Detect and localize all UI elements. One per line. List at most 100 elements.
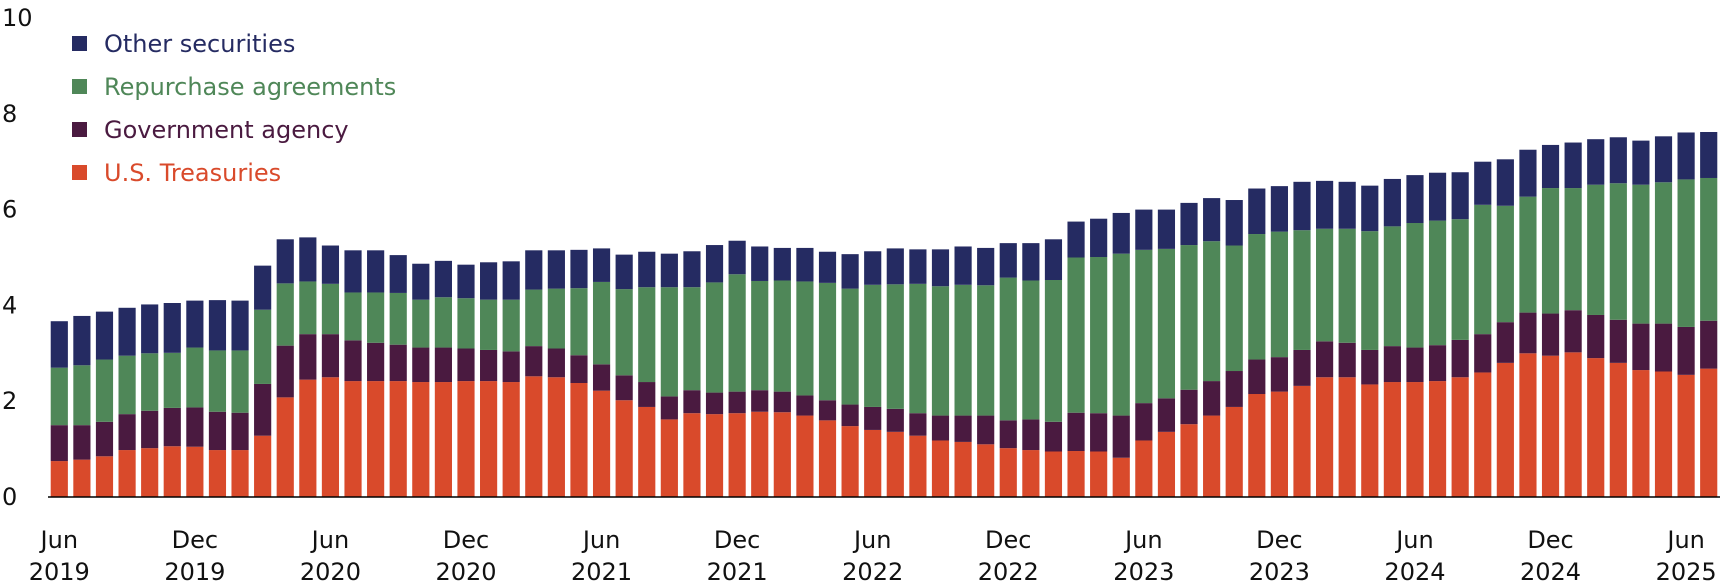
- bar-segment-u-s-treasuries: [1406, 382, 1424, 497]
- bar-segment-other-securities: [1654, 136, 1673, 183]
- bar-segment-other-securities: [231, 300, 249, 351]
- bar-segment-repurchase-agreements: [457, 298, 475, 349]
- bar-segment-government-agency: [389, 344, 407, 382]
- bar-segment-government-agency: [254, 383, 272, 436]
- bar-segment-other-securities: [1293, 181, 1311, 231]
- bar-segment-other-securities: [208, 300, 227, 351]
- x-tick-year: 2021: [707, 558, 768, 584]
- bar-segment-u-s-treasuries: [1338, 377, 1356, 497]
- bar-segment-repurchase-agreements: [50, 367, 68, 426]
- legend-swatch-other-securities: [72, 36, 87, 51]
- bar-segment-other-securities: [1406, 175, 1424, 224]
- bar-segment-other-securities: [1609, 137, 1627, 184]
- bar-segment-repurchase-agreements: [389, 292, 407, 345]
- bar-segment-repurchase-agreements: [321, 283, 340, 335]
- bar-segment-u-s-treasuries: [457, 381, 475, 497]
- bar-segment-repurchase-agreements: [502, 299, 520, 352]
- bar-segment-other-securities: [660, 253, 678, 288]
- bar-segment-repurchase-agreements: [1654, 182, 1673, 324]
- bar-segment-u-s-treasuries: [1496, 362, 1514, 497]
- bar-segment-u-s-treasuries: [1632, 370, 1650, 497]
- bar-segment-other-securities: [1157, 209, 1176, 249]
- legend-label-repurchase-agreements: Repurchase agreements: [104, 73, 396, 101]
- bar-segment-u-s-treasuries: [276, 397, 294, 497]
- x-tick-month: Jun: [1394, 526, 1434, 554]
- bar-segment-repurchase-agreements: [1090, 257, 1108, 414]
- bar-segment-government-agency: [773, 391, 791, 413]
- bar-segment-u-s-treasuries: [231, 450, 249, 497]
- bar-segment-u-s-treasuries: [367, 381, 385, 497]
- bar-segment-other-securities: [1316, 180, 1334, 229]
- bar-segment-other-securities: [1225, 200, 1243, 246]
- bar-segment-repurchase-agreements: [1180, 245, 1198, 390]
- bar-segment-government-agency: [931, 415, 950, 441]
- bar-segment-u-s-treasuries: [1022, 450, 1040, 497]
- bar-segment-repurchase-agreements: [186, 347, 204, 408]
- bar-segment-other-securities: [480, 262, 498, 300]
- bar-segment-government-agency: [1587, 314, 1605, 359]
- bar-segment-u-s-treasuries: [344, 381, 362, 497]
- bar-segment-repurchase-agreements: [796, 281, 814, 396]
- bar-segment-u-s-treasuries: [412, 382, 430, 497]
- x-tick-year: 2024: [1384, 558, 1445, 584]
- bar-segment-other-securities: [367, 250, 385, 293]
- bar-segment-u-s-treasuries: [1519, 353, 1537, 497]
- y-tick-label: 4: [2, 291, 17, 319]
- bar-segment-u-s-treasuries: [954, 441, 972, 497]
- bar-segment-other-securities: [457, 264, 475, 299]
- bar-segment-government-agency: [1632, 323, 1650, 371]
- bar-segment-other-securities: [73, 315, 91, 366]
- bar-segment-u-s-treasuries: [254, 435, 272, 497]
- bar-segment-u-s-treasuries: [1700, 368, 1718, 497]
- bar-segment-government-agency: [1361, 349, 1379, 385]
- bar-segment-u-s-treasuries: [909, 435, 927, 497]
- bar-segment-u-s-treasuries: [796, 415, 814, 497]
- bar-segment-other-securities: [299, 237, 317, 282]
- bar-segment-u-s-treasuries: [773, 412, 791, 497]
- bar-segment-government-agency: [299, 334, 317, 380]
- y-tick-label: 8: [2, 100, 17, 128]
- bar-segment-government-agency: [434, 347, 452, 383]
- bar-segment-other-securities: [977, 247, 995, 286]
- bar-segment-u-s-treasuries: [751, 411, 769, 497]
- bar-segment-repurchase-agreements: [931, 286, 950, 416]
- bar-segment-other-securities: [886, 248, 904, 285]
- bar-segment-u-s-treasuries: [1225, 406, 1243, 497]
- bar-segment-other-securities: [1090, 218, 1108, 258]
- bar-segment-government-agency: [276, 345, 294, 398]
- bar-segment-government-agency: [1157, 398, 1176, 432]
- bar-segment-other-securities: [1541, 144, 1560, 189]
- bar-segment-government-agency: [1609, 319, 1627, 363]
- x-tick-year: 2022: [978, 558, 1039, 584]
- bar-segment-repurchase-agreements: [638, 287, 656, 383]
- bar-segment-repurchase-agreements: [954, 284, 972, 416]
- bar-segment-u-s-treasuries: [434, 382, 452, 497]
- bar-segment-repurchase-agreements: [1383, 226, 1401, 347]
- bar-segment-government-agency: [457, 348, 475, 382]
- bar-segment-other-securities: [1383, 178, 1401, 227]
- bar-segment-other-securities: [796, 247, 814, 282]
- bar-segment-u-s-treasuries: [1428, 381, 1447, 497]
- bar-segment-repurchase-agreements: [1225, 245, 1243, 372]
- x-tick-month: Dec: [443, 526, 489, 554]
- y-tick-label: 0: [2, 483, 17, 511]
- bar-segment-repurchase-agreements: [480, 299, 498, 350]
- bar-segment-repurchase-agreements: [841, 288, 859, 405]
- bar-segment-other-securities: [818, 251, 837, 283]
- bar-segment-other-securities: [864, 251, 882, 285]
- bar-segment-u-s-treasuries: [163, 446, 181, 497]
- bar-segment-government-agency: [73, 425, 91, 460]
- x-tick-month: Dec: [1256, 526, 1302, 554]
- bar-segment-other-securities: [773, 247, 791, 281]
- bar-segment-repurchase-agreements: [615, 289, 633, 376]
- bar-segment-government-agency: [1270, 357, 1288, 392]
- bar-segment-government-agency: [728, 391, 746, 414]
- legend-swatch-government-agency: [72, 122, 87, 137]
- bar-segment-repurchase-agreements: [254, 309, 272, 384]
- bar-segment-u-s-treasuries: [977, 444, 995, 497]
- bar-segment-repurchase-agreements: [570, 288, 588, 356]
- bar-segment-repurchase-agreements: [1474, 204, 1492, 335]
- bar-segment-other-securities: [389, 255, 407, 293]
- bar-segment-government-agency: [547, 348, 565, 378]
- bar-segment-government-agency: [796, 395, 814, 416]
